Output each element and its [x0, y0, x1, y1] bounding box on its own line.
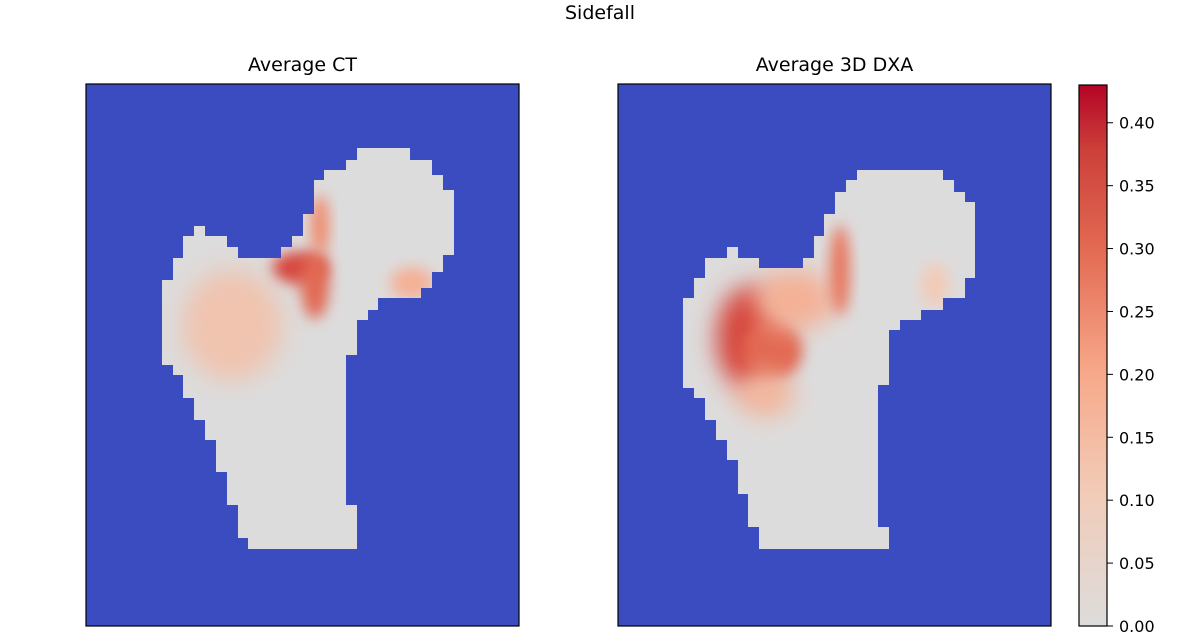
heatmap-dxa-frame: [617, 83, 1052, 627]
heat-blob-ct-neck-lower: [301, 251, 329, 319]
panel-title-dxa: Average 3D DXA: [755, 54, 914, 76]
colorbar-ticks: 0.00 0.05 0.10 0.15 0.20 0.25 0.30 0.35 0.40: [1107, 114, 1155, 636]
heatmap-ct: [85, 83, 520, 627]
heat-blob-dxa-head: [921, 263, 949, 307]
colorbar-tick-label: 0.30: [1119, 240, 1155, 259]
colorbar-tick-label: 0.15: [1119, 428, 1155, 447]
colorbar-tick-label: 0.35: [1119, 177, 1155, 196]
panel-title-ct: Average CT: [248, 54, 357, 76]
heat-blob-ct-neck-upper: [311, 195, 329, 255]
heat-blob-dxa-lower: [735, 373, 795, 417]
heat-blob-dxa-neck: [830, 225, 850, 315]
heat-blob-dxa-inner: [742, 320, 802, 380]
colorbar-frame: [1078, 84, 1108, 627]
heatmap-dxa: [617, 83, 1052, 627]
colorbar-tick-label: 0.00: [1119, 617, 1155, 636]
colorbar-tick-label: 0.20: [1119, 365, 1155, 384]
heat-blob-ct-trochanter: [182, 270, 282, 380]
bone-dxa-shape: [683, 170, 975, 549]
heat-blobs-dxa: [716, 225, 949, 417]
heat-blob-dxa-neck-base: [755, 270, 835, 330]
colorbar-tick-label: 0.25: [1119, 302, 1155, 321]
colorbar-gradient: [1079, 85, 1107, 626]
colorbar: 0.00 0.05 0.10 0.15 0.20 0.25 0.30 0.35 0.40: [1078, 84, 1155, 636]
colorbar-tick-label: 0.05: [1119, 554, 1155, 573]
colorbar-tick-label: 0.10: [1119, 491, 1155, 510]
heatmap-ct-frame: [85, 83, 520, 627]
figure-title: Sidefall: [565, 2, 635, 24]
colorbar-tick-label: 0.40: [1119, 114, 1155, 133]
bone-ct-shape: [162, 148, 454, 549]
